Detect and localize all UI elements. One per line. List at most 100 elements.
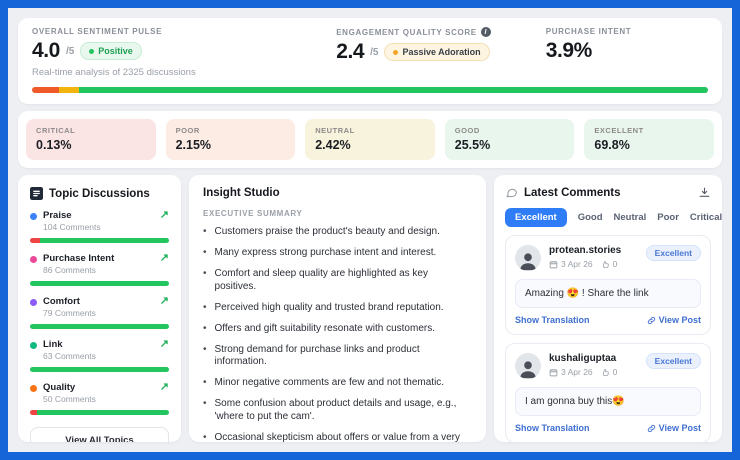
topic-comment-count: 104 Comments: [43, 222, 101, 232]
topic-sentiment-bar: [30, 281, 169, 286]
topic-item[interactable]: Purchase Intent 86 Comments ↗: [30, 253, 169, 286]
sentiment-pulse-denominator: /5: [65, 45, 75, 57]
comment-like-count: 0: [612, 259, 618, 269]
show-translation-link[interactable]: Show Translation: [515, 315, 590, 325]
comment-username[interactable]: protean.stories: [549, 245, 622, 256]
view-post-label: View Post: [658, 423, 701, 433]
view-post-label: View Post: [658, 315, 701, 325]
summary-bullet-text: Many express strong purchase intent and …: [214, 247, 437, 258]
topic-color-dot: [30, 342, 37, 349]
list-chart-icon: [30, 187, 43, 200]
engagement-badge-label: Passive Adoration: [402, 47, 481, 57]
comment-filter-tab[interactable]: Excellent: [505, 208, 567, 227]
comment-likes: 0: [601, 259, 618, 269]
executive-summary-heading: Executive Summary: [203, 209, 303, 218]
bullet-icon: •: [203, 226, 207, 237]
trend-up-icon[interactable]: ↗: [159, 381, 169, 393]
comment-date-text: 3 Apr 26: [561, 259, 593, 269]
bullet-icon: •: [203, 301, 207, 313]
topic-discussions-header: Topic Discussions: [30, 187, 169, 200]
comment-username[interactable]: kushaliguptaa: [549, 353, 617, 364]
latest-comments-title: Latest Comments: [524, 186, 621, 199]
info-icon[interactable]: i: [480, 27, 491, 37]
green-dot-icon: [89, 48, 95, 54]
distribution-tile: Critical 0.13%: [26, 119, 156, 160]
distribution-label: Good: [454, 126, 480, 135]
thumbs-up-icon: [602, 260, 609, 268]
topic-sentiment-bar: [30, 367, 169, 372]
view-post-link[interactable]: View Post: [647, 315, 701, 325]
panels-row: Topic Discussions Praise 104 Comments ↗: [18, 175, 722, 442]
topic-name: Purchase Intent: [43, 253, 115, 264]
bullet-icon: •: [203, 398, 207, 409]
dashboard: Overall Sentiment Pulse 4.0 /5 Positive …: [18, 18, 722, 442]
distribution-label: Neutral: [315, 126, 355, 135]
comment-text: I am gonna buy this😍: [525, 396, 625, 407]
topic-color-dot: [30, 385, 37, 392]
distribution-value: 2.15%: [175, 138, 212, 152]
topic-item[interactable]: Praise 104 Comments ↗: [30, 210, 169, 243]
topic-discussions-title: Topic Discussions: [49, 187, 150, 200]
comment-text: Amazing 😍 ! Share the link: [525, 288, 649, 299]
sentiment-progress-bar: [32, 87, 708, 93]
calendar-icon: [549, 368, 558, 376]
comment-filter-tab[interactable]: Good: [577, 212, 603, 223]
view-all-topics-button[interactable]: View All Topics: [30, 427, 169, 442]
trend-up-icon[interactable]: ↗: [159, 295, 169, 307]
comment-filter-tab[interactable]: Critical: [689, 212, 722, 223]
topic-item[interactable]: Link 63 Comments ↗: [30, 339, 169, 372]
show-translation-link[interactable]: Show Translation: [515, 423, 590, 433]
latest-comments-panel: Latest Comments Excellent Good Neutral P…: [494, 175, 722, 442]
summary-bullet-text: Strong demand for purchase links and pro…: [214, 343, 420, 368]
download-icon[interactable]: [698, 186, 711, 199]
sentiment-pulse-value: 4.0: [32, 39, 60, 62]
distribution-label: Critical: [36, 126, 76, 135]
trend-up-icon[interactable]: ↗: [159, 209, 169, 221]
metric-purchase-intent: Purchase Intent 3.9%: [546, 27, 708, 78]
summary-bullet: • Customers praise the product's beauty …: [203, 226, 472, 239]
comment-sentiment-badge: Excellent: [645, 353, 701, 369]
topic-name: Quality: [43, 382, 76, 393]
trend-up-icon[interactable]: ↗: [159, 252, 169, 264]
summary-bullet-text: Offers and gift suitability resonate wit…: [214, 322, 435, 334]
summary-bullet: • Comfort and sleep quality are highligh…: [203, 268, 472, 293]
comment-date-text: 3 Apr 26: [561, 367, 593, 377]
topic-name: Link: [43, 339, 63, 350]
comment-date: 3 Apr 26: [549, 367, 593, 377]
topic-item[interactable]: Quality 50 Comments ↗: [30, 382, 169, 415]
comment-filter-tab[interactable]: Poor: [657, 212, 679, 223]
topic-color-dot: [30, 299, 37, 306]
summary-bullet: • Many express strong purchase intent an…: [203, 247, 472, 260]
comment-date: 3 Apr 26: [549, 259, 593, 269]
kpi-card: Overall Sentiment Pulse 4.0 /5 Positive …: [18, 18, 722, 104]
summary-bullet: • Occasional skepticism about offers or …: [203, 432, 472, 443]
topic-comment-count: 79 Comments: [43, 308, 96, 318]
topic-color-dot: [30, 213, 37, 220]
comment-footer: Show Translation View Post: [515, 315, 701, 325]
comment-like-count: 0: [612, 367, 618, 377]
distribution-tile: Poor 2.15%: [165, 119, 296, 160]
thumbs-up-icon: [602, 368, 609, 376]
engagement-quality-label: Engagement Quality Score: [336, 27, 477, 37]
distribution-label: Poor: [175, 126, 200, 135]
metric-engagement-quality: Engagement Quality Score i 2.4 /5 Passiv…: [336, 27, 546, 78]
topic-discussions-panel: Topic Discussions Praise 104 Comments ↗: [18, 175, 181, 442]
amber-dot-icon: [393, 49, 399, 55]
speech-bubble-icon: [506, 188, 517, 198]
bullet-icon: •: [203, 377, 207, 388]
trend-up-icon[interactable]: ↗: [159, 338, 169, 350]
topic-item[interactable]: Comfort 79 Comments ↗: [30, 296, 169, 329]
person-icon: [520, 361, 536, 379]
comment-text-bubble: I am gonna buy this😍: [515, 387, 701, 416]
bullet-icon: •: [203, 268, 207, 279]
kpi-row: Overall Sentiment Pulse 4.0 /5 Positive …: [32, 27, 708, 78]
distribution-tile: Excellent 69.8%: [584, 119, 714, 160]
comment-filter-tab[interactable]: Neutral: [613, 212, 647, 223]
view-post-link[interactable]: View Post: [647, 423, 701, 433]
engagement-quality-value: 2.4: [336, 40, 365, 63]
distribution-value: 25.5%: [454, 138, 491, 152]
sentiment-pulse-label: Overall Sentiment Pulse: [32, 27, 163, 36]
summary-bullet-text: Comfort and sleep quality are highlighte…: [214, 268, 428, 292]
distribution-label: Excellent: [594, 126, 644, 135]
